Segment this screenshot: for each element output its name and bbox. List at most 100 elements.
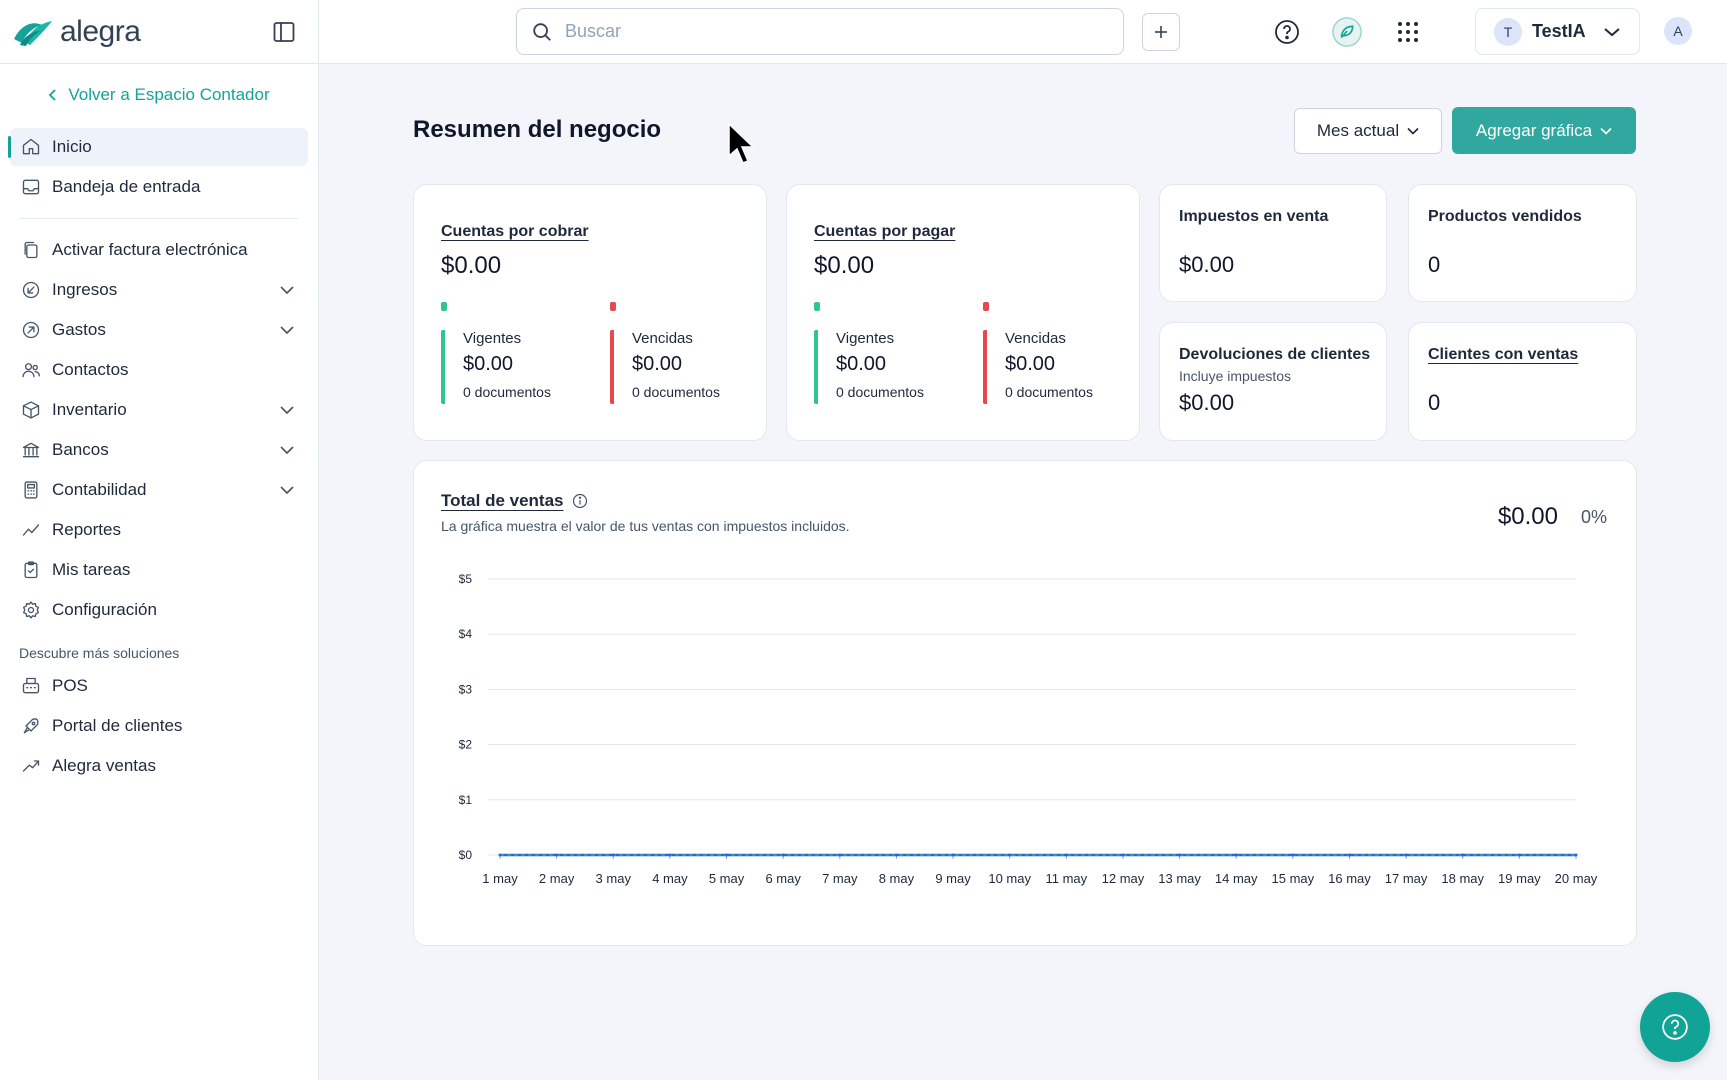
data-point[interactable] bbox=[725, 853, 729, 857]
data-point[interactable] bbox=[668, 853, 672, 857]
sidebar-item-label: Activar factura electrónica bbox=[52, 240, 248, 259]
quick-add-button[interactable] bbox=[1142, 13, 1180, 51]
chevron-down-icon bbox=[1600, 127, 1612, 135]
current-label: Vigentes bbox=[836, 330, 895, 347]
sidebar-item-mis-tareas[interactable]: Mis tareas bbox=[10, 551, 308, 589]
data-point[interactable] bbox=[498, 853, 502, 857]
sidebar-item-inventario[interactable]: Inventario bbox=[10, 391, 308, 429]
period-dropdown-button[interactable]: Mes actual bbox=[1294, 108, 1442, 154]
sidebar-panel-icon bbox=[273, 22, 295, 42]
sidebar-item-label: Bancos bbox=[52, 440, 109, 459]
sidebar-item-alegra-ventas[interactable]: Alegra ventas bbox=[10, 747, 308, 785]
data-point[interactable] bbox=[1517, 853, 1521, 857]
y-tick-label: $4 bbox=[459, 627, 473, 641]
data-point[interactable] bbox=[951, 853, 955, 857]
help-button[interactable] bbox=[1272, 17, 1302, 47]
data-point[interactable] bbox=[838, 853, 842, 857]
sidebar-item-contactos[interactable]: Contactos bbox=[10, 351, 308, 389]
sidebar-item-label: Ingresos bbox=[52, 280, 118, 299]
company-avatar: T bbox=[1494, 17, 1522, 46]
leaf-badge-icon bbox=[1332, 17, 1362, 47]
chart-title-row: Total de ventas bbox=[441, 491, 588, 511]
account-switcher[interactable]: T TestIA bbox=[1475, 8, 1640, 55]
chevron-down-icon[interactable] bbox=[278, 281, 296, 299]
sales-line-chart: $0 $1 $2 $3 $4 $5 1 may 2 may 3 may 4 may 5 may 6 m… bbox=[459, 572, 1598, 886]
search-box[interactable] bbox=[516, 8, 1124, 55]
chart-title[interactable]: Total de ventas bbox=[441, 491, 564, 510]
add-chart-button[interactable]: Agregar gráfica bbox=[1452, 107, 1636, 154]
sidebar-item-bandeja-de-entrada[interactable]: Bandeja de entrada bbox=[10, 168, 308, 206]
sidebar-item-label: Portal de clientes bbox=[52, 716, 183, 735]
user-avatar[interactable]: A bbox=[1664, 17, 1692, 45]
data-point[interactable] bbox=[1064, 853, 1068, 857]
sidebar-item-configuracion[interactable]: Configuración bbox=[10, 591, 308, 629]
clients-with-sales-title[interactable]: Clientes con ventas bbox=[1428, 346, 1579, 363]
data-point[interactable] bbox=[1234, 853, 1238, 857]
sidebar-item-pos[interactable]: POS bbox=[10, 667, 308, 705]
trend-up-icon bbox=[21, 756, 41, 776]
sidebar-item-label: Contabilidad bbox=[52, 480, 147, 499]
sidebar-item-label: Gastos bbox=[52, 320, 106, 339]
plus-icon bbox=[1155, 26, 1167, 38]
grid-dots-icon bbox=[1398, 22, 1418, 42]
sidebar-item-gastos[interactable]: Gastos bbox=[10, 311, 308, 349]
chart-line-icon bbox=[21, 520, 41, 540]
data-point[interactable] bbox=[611, 853, 615, 857]
search-input[interactable] bbox=[565, 21, 1105, 42]
help-fab-button[interactable] bbox=[1640, 992, 1710, 1062]
chevron-down-icon[interactable] bbox=[278, 441, 296, 459]
overdue-amount: $0.00 bbox=[632, 353, 683, 375]
bank-icon bbox=[21, 440, 41, 460]
data-point[interactable] bbox=[1574, 853, 1578, 857]
data-point[interactable] bbox=[1008, 853, 1012, 857]
data-point[interactable] bbox=[555, 853, 559, 857]
data-point[interactable] bbox=[1404, 853, 1408, 857]
data-point[interactable] bbox=[894, 853, 898, 857]
data-point[interactable] bbox=[1178, 853, 1182, 857]
sidebar-item-inicio[interactable]: Inicio bbox=[8, 128, 308, 166]
sidebar-item-bancos[interactable]: Bancos bbox=[10, 431, 308, 469]
chevron-down-icon[interactable] bbox=[278, 481, 296, 499]
sidebar-toggle-button[interactable] bbox=[272, 20, 296, 44]
sidebar-item-label: Contactos bbox=[52, 360, 129, 379]
sidebar: alegra Volver a Espacio Contador Inicio B… bbox=[0, 0, 319, 1080]
current-indicator-dot bbox=[441, 302, 447, 311]
chart-total: $0.00 bbox=[1497, 503, 1558, 530]
data-point[interactable] bbox=[1347, 853, 1351, 857]
data-point[interactable] bbox=[1291, 853, 1295, 857]
sidebar-item-contabilidad[interactable]: Contabilidad bbox=[10, 471, 308, 509]
chevron-down-icon[interactable] bbox=[278, 401, 296, 419]
overdue-amount: $0.00 bbox=[1005, 353, 1056, 375]
chevron-down-icon[interactable] bbox=[278, 321, 296, 339]
alegra-logo[interactable]: alegra bbox=[12, 14, 141, 49]
income-icon bbox=[21, 280, 41, 300]
back-to-accountant-link[interactable]: Volver a Espacio Contador bbox=[0, 64, 318, 126]
overdue-label: Vencidas bbox=[1005, 330, 1066, 347]
sidebar-item-activar-factura-electronica[interactable]: Activar factura electrónica bbox=[10, 231, 308, 269]
current-indicator-dot bbox=[814, 302, 820, 311]
home-icon bbox=[21, 137, 41, 157]
x-tick-label: 7 may bbox=[822, 871, 858, 886]
data-point[interactable] bbox=[781, 853, 785, 857]
products-sold-card: Productos vendidos 0 bbox=[1408, 184, 1637, 302]
overdue-docs: 0 documentos bbox=[1005, 384, 1093, 400]
back-link-label: Volver a Espacio Contador bbox=[68, 85, 270, 104]
payables-title[interactable]: Cuentas por pagar bbox=[814, 223, 956, 240]
info-icon[interactable] bbox=[572, 493, 588, 509]
page-title: Resumen del negocio bbox=[413, 116, 662, 143]
eco-button[interactable] bbox=[1332, 17, 1362, 47]
brand-name: alegra bbox=[60, 14, 141, 48]
receivables-title[interactable]: Cuentas por cobrar bbox=[441, 223, 589, 240]
sidebar-item-ingresos[interactable]: Ingresos bbox=[10, 271, 308, 309]
sidebar-item-portal-de-clientes[interactable]: Portal de clientes bbox=[10, 707, 308, 745]
x-tick-label: 2 may bbox=[539, 871, 575, 886]
sidebar-item-reportes[interactable]: Reportes bbox=[10, 511, 308, 549]
clients-with-sales-card: Clientes con ventas 0 bbox=[1408, 322, 1637, 441]
x-tick-label: 4 may bbox=[652, 871, 688, 886]
company-name: TestIA bbox=[1532, 21, 1586, 41]
data-point[interactable] bbox=[1121, 853, 1125, 857]
box-icon bbox=[21, 400, 41, 420]
nav-divider bbox=[20, 218, 298, 219]
apps-button[interactable] bbox=[1393, 17, 1423, 47]
data-point[interactable] bbox=[1461, 853, 1465, 857]
